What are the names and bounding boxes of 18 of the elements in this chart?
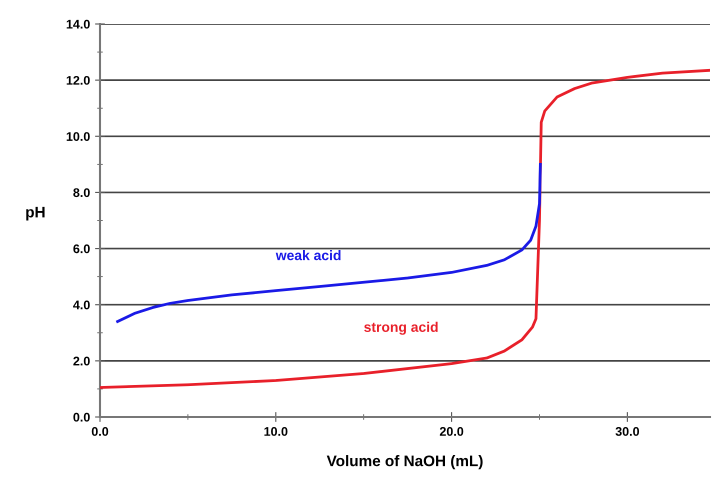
line-series <box>116 162 542 323</box>
y-tick-label: 14.0 <box>66 20 90 29</box>
y-tick-label: 10.0 <box>66 132 90 141</box>
y-tick-label: 12.0 <box>66 76 90 85</box>
x-tick-label: 20.0 <box>440 427 464 436</box>
text: strong acid <box>364 322 438 335</box>
x-tick-label: 0.0 <box>92 427 108 436</box>
y-tick-label: 4.0 <box>73 300 90 310</box>
y-tick-label: 2.0 <box>73 356 90 366</box>
series-label: weak acid <box>276 250 341 260</box>
y-axis-title: pH <box>26 206 45 220</box>
y-tick-label: 8.0 <box>73 188 90 198</box>
x-tick-label: 30.0 <box>616 427 640 436</box>
y-tick-label: 6.0 <box>73 244 90 254</box>
x-tick-label: 10.0 <box>264 427 288 436</box>
line-series <box>100 68 710 389</box>
y-tick-label: 0.0 <box>73 412 90 422</box>
x-axis-title: Volume of NaOH (mL) <box>326 455 483 470</box>
